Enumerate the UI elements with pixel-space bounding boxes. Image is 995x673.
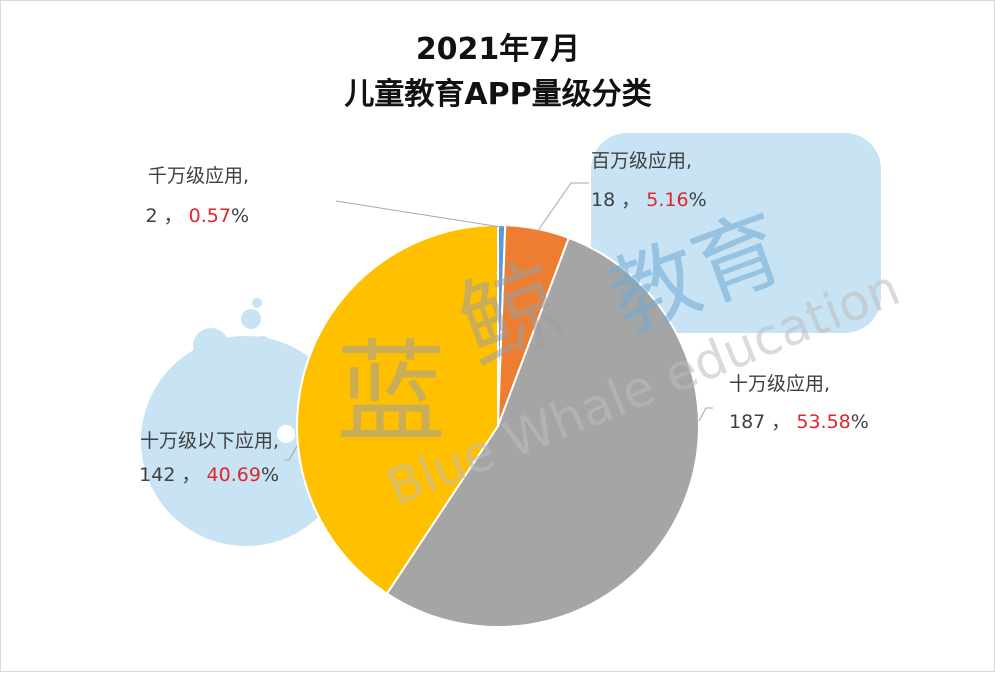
slice-label-value-3: 142 ， 40.69%: [139, 464, 279, 486]
slice-label-name-0: 千万级应用,: [148, 165, 249, 187]
leader-line-3: [284, 445, 298, 461]
watermark-whale-icon: [141, 336, 351, 546]
slice-value-1: 18 ，: [591, 189, 646, 211]
leader-line-0: [335, 200, 502, 228]
watermark-badge: [591, 133, 881, 333]
data-labels: 千万级应用, 2 ， 0.57% 百万级应用, 18 ， 5.16% 十万级应用, 187…: [139, 150, 869, 486]
slice-label-value-2: 187 ， 53.58%: [729, 411, 869, 433]
slice-percent-sign-0: %: [231, 205, 249, 227]
pie-slices: [296, 223, 700, 628]
leader-lines: [284, 182, 713, 461]
slice-value-0: 2 ，: [145, 205, 188, 227]
slice-label-value-1: 18 ， 5.16%: [591, 189, 707, 211]
watermark-droplet: [193, 328, 229, 364]
watermark-droplet: [241, 309, 261, 329]
chart-subtitle: 儿童教育APP量级分类: [344, 77, 651, 112]
watermark-whale-eye: [277, 425, 295, 443]
leader-line-1: [536, 182, 589, 233]
leader-line-2: [698, 407, 713, 422]
slice-value-3: 142 ，: [139, 464, 206, 486]
pie-slice-3: [296, 223, 499, 595]
slice-label-name-3: 十万级以下应用,: [140, 430, 279, 452]
pie-slice-2: [385, 236, 700, 628]
slice-percent-3: 40.69: [207, 464, 261, 486]
watermark-logo: [141, 133, 881, 546]
slice-label-name-2: 十万级应用,: [729, 373, 830, 395]
chart-title: 2021年7月: [416, 32, 580, 67]
slice-label-value-0: 2 ， 0.57%: [145, 205, 249, 227]
slice-percent-0: 0.57: [189, 205, 231, 227]
slice-percent-1: 5.16: [646, 189, 688, 211]
slice-label-name-1: 百万级应用,: [591, 150, 692, 172]
slice-percent-sign-1: %: [689, 189, 707, 211]
slice-percent-sign-3: %: [261, 464, 279, 486]
slice-percent-2: 53.58: [796, 411, 850, 433]
watermark-droplet: [256, 336, 270, 350]
watermark-cn-1: 蓝: [336, 329, 446, 457]
watermark-droplet: [252, 298, 262, 308]
slice-percent-sign-2: %: [851, 411, 869, 433]
slice-value-2: 187 ，: [729, 411, 796, 433]
